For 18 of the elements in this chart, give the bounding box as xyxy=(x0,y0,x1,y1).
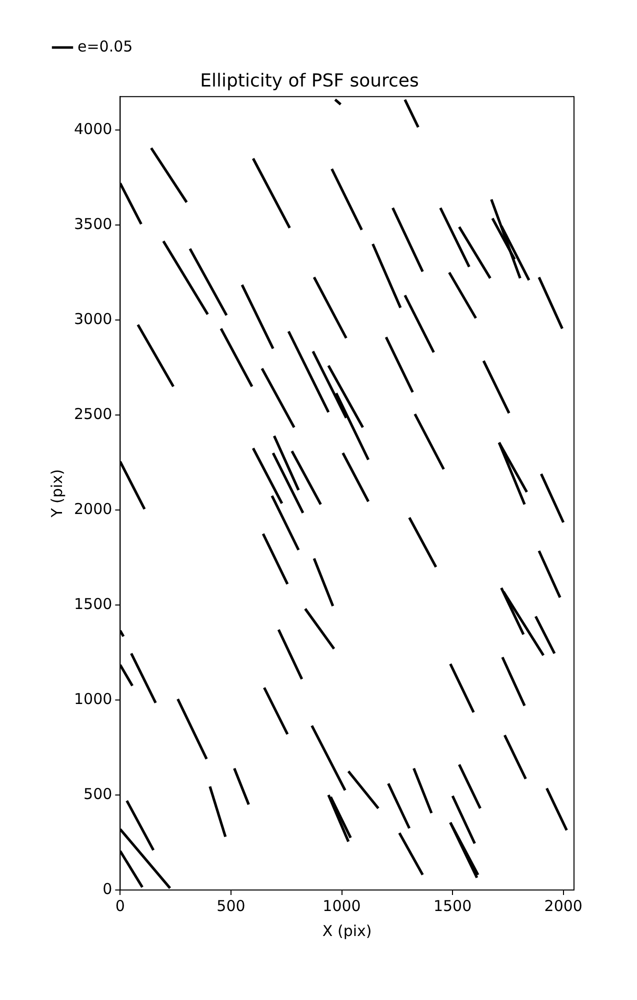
y-tick-label: 3500 xyxy=(74,214,112,233)
x-tick-label: 1500 xyxy=(433,896,472,915)
x-tick-label: 2000 xyxy=(544,896,582,915)
y-tick-label: 3000 xyxy=(74,310,112,328)
y-tick-label: 4000 xyxy=(74,120,112,138)
y-tick-label: 0 xyxy=(102,880,112,898)
x-tick-label: 0 xyxy=(115,896,125,915)
chart-title: Ellipticity of PSF sources xyxy=(200,70,419,92)
x-tick-label: 1000 xyxy=(322,896,361,915)
legend-label: e=0.05 xyxy=(78,37,133,56)
y-tick-label: 1500 xyxy=(74,594,112,613)
y-tick-label: 2500 xyxy=(74,404,112,423)
y-tick-label: 2000 xyxy=(74,500,112,518)
y-axis-title: Y (pix) xyxy=(48,469,66,518)
x-axis-title: X (pix) xyxy=(322,922,372,940)
x-tick-label: 500 xyxy=(216,896,246,915)
y-tick-label: 500 xyxy=(84,784,112,803)
y-tick-label: 1000 xyxy=(74,690,112,708)
